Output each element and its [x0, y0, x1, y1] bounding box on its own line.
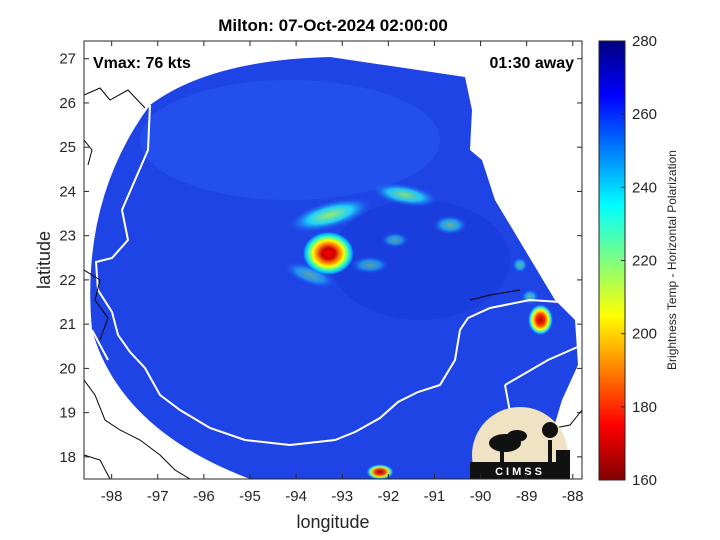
y-tick-label: 26 [59, 95, 76, 112]
time-away-annotation: 01:30 away [489, 55, 574, 72]
x-tick-label: -95 [239, 488, 261, 505]
storm-core [302, 231, 355, 276]
x-tick-label: -96 [193, 488, 215, 505]
y-tick-label: 23 [59, 228, 76, 245]
x-tick-label: -98 [101, 488, 123, 505]
y-tick-label: 22 [59, 272, 76, 289]
colorbar-tick-label: 160 [632, 472, 657, 489]
colorbar-tick-label: 180 [632, 399, 657, 416]
x-axis: -98 -97 -96 -95 -94 -93 -92 -91 -90 -89 -88 [101, 41, 584, 505]
x-tick-label: -91 [424, 488, 446, 505]
y-tick-label: 25 [59, 139, 76, 156]
x-tick-label: -93 [331, 488, 353, 505]
cimss-logo: CIMSS [470, 407, 570, 479]
x-tick-label: -90 [470, 488, 492, 505]
colorbar-tick-label: 260 [632, 106, 657, 123]
colorbar-tick-label: 240 [632, 179, 657, 196]
colorbar-tick-label: 220 [632, 253, 657, 270]
y-tick-label: 20 [59, 360, 76, 377]
x-axis-label: longitude [296, 512, 369, 532]
x-tick-label: -97 [147, 488, 169, 505]
axes-box [83, 40, 583, 480]
colorbar-tick-label: 200 [632, 326, 657, 343]
x-tick-label: -89 [516, 488, 538, 505]
y-axis: 18 19 20 21 22 23 24 25 26 27 [59, 51, 582, 466]
y-tick-label: 18 [59, 449, 76, 466]
x-tick-label: -92 [377, 488, 399, 505]
colorbar-ticks: 160 180 200 220 240 260 280 [621, 33, 657, 489]
coastline [91, 104, 582, 447]
colorbar-label: Brightness Temp - Horizontal Polarizatio… [665, 150, 679, 370]
chart-title: Milton: 07-Oct-2024 02:00:00 [218, 16, 448, 35]
y-tick-label: 24 [59, 183, 76, 200]
y-tick-label: 19 [59, 405, 76, 422]
x-tick-label: -88 [562, 488, 584, 505]
x-tick-label: -94 [285, 488, 307, 505]
y-tick-label: 21 [59, 316, 76, 333]
logo-text: CIMSS [495, 466, 545, 478]
y-tick-label: 27 [59, 51, 76, 68]
y-axis-label: latitude [34, 231, 54, 289]
secondary-feature [527, 303, 554, 336]
colorbar-tick-label: 280 [632, 33, 657, 50]
vmax-annotation: Vmax: 76 kts [93, 55, 191, 72]
